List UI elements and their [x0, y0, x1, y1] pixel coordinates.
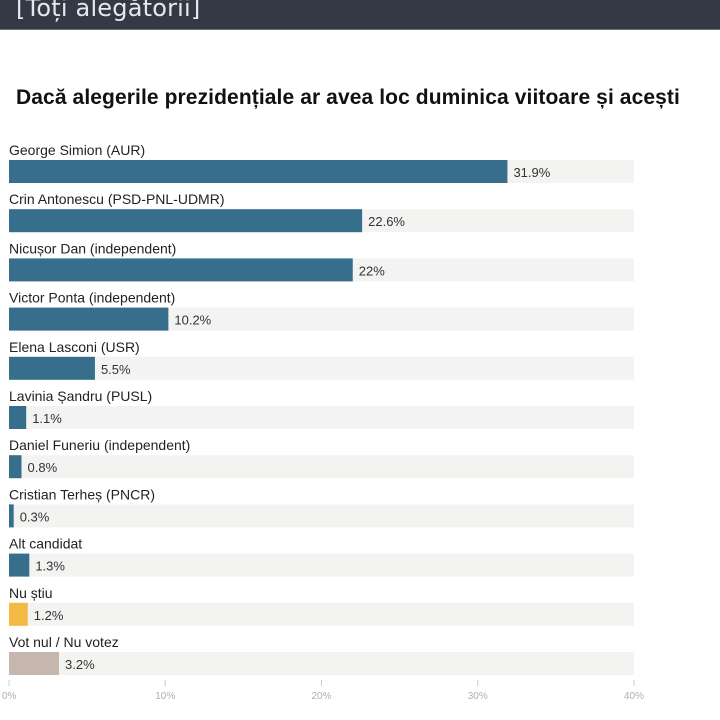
bar [9, 602, 28, 626]
bar [9, 356, 95, 380]
bar-track [9, 553, 634, 577]
x-tick-label: 10% [155, 691, 175, 702]
value-label: 10.2% [174, 313, 211, 328]
category-label: Lavinia Șandru (PUSL) [9, 388, 152, 404]
category-label: Nicușor Dan (independent) [9, 240, 176, 256]
value-label: 22% [359, 263, 385, 278]
category-label: Elena Lasconi (USR) [9, 339, 140, 355]
value-label: 0.3% [20, 509, 50, 524]
x-tick-label: 0% [2, 691, 17, 702]
bar [9, 553, 30, 577]
bar [9, 307, 169, 331]
bar-track [9, 356, 634, 380]
bar-track [9, 504, 634, 528]
bar-track [9, 602, 634, 626]
bar [9, 258, 353, 282]
bar [9, 455, 22, 479]
bar [9, 406, 27, 429]
category-label: Vot nul / Nu votez [9, 634, 119, 650]
bar [9, 504, 14, 528]
value-label: 5.5% [101, 362, 131, 377]
category-label: Victor Ponta (independent) [9, 290, 175, 306]
value-label: 22.6% [368, 214, 405, 229]
bar [9, 160, 508, 183]
x-tick-label: 40% [624, 691, 644, 702]
value-label: 1.1% [32, 411, 62, 426]
bar-track [9, 652, 634, 675]
category-label: George Simion (AUR) [9, 142, 145, 158]
value-label: 1.2% [34, 608, 64, 623]
category-label: Cristian Terheș (PNCR) [9, 486, 155, 502]
chart-title: Dacă alegerile prezidențiale ar avea loc… [16, 86, 680, 109]
value-label: 1.3% [35, 559, 65, 574]
category-label: Daniel Funeriu (independent) [9, 437, 190, 453]
category-label: Alt candidat [9, 536, 82, 552]
category-label: Crin Antonescu (PSD-PNL-UDMR) [9, 191, 225, 207]
value-label: 31.9% [513, 165, 550, 180]
x-tick-label: 30% [468, 691, 488, 702]
bar [9, 652, 59, 675]
header-bar: [Toți alegătorii] [0, 0, 720, 30]
bar-track [9, 455, 634, 479]
value-label: 0.8% [28, 460, 58, 475]
header-title: [Toți alegătorii] [16, 0, 201, 22]
value-label: 3.2% [65, 657, 95, 672]
bar-track [9, 406, 634, 429]
bar [9, 209, 363, 233]
x-tick-label: 20% [311, 691, 331, 702]
category-label: Nu știu [9, 585, 53, 601]
